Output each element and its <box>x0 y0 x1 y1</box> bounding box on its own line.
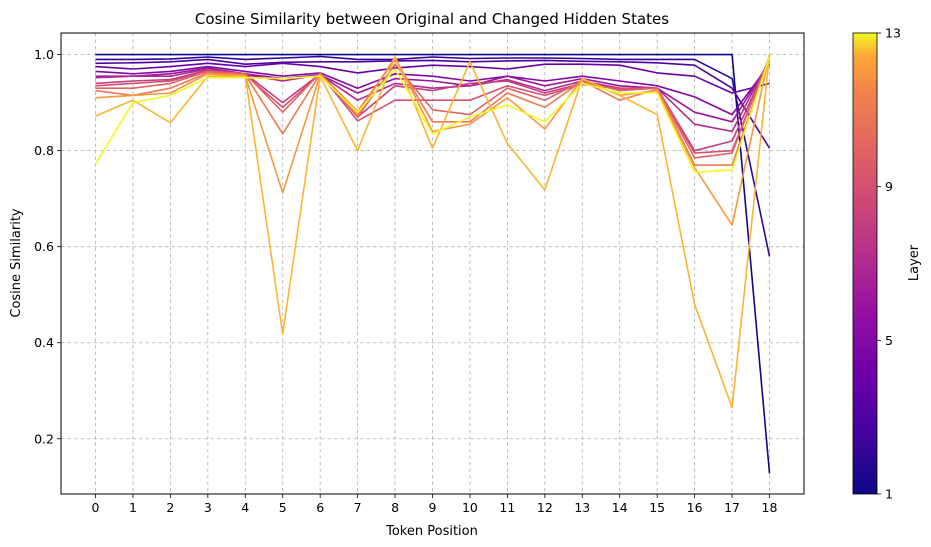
x-tick-label: 11 <box>499 500 515 515</box>
series-line-layer-13 <box>94 56 771 174</box>
x-tick-label: 12 <box>537 500 553 515</box>
colorbar-tick-label: 9 <box>885 179 893 194</box>
series-line-layer-4 <box>95 62 770 94</box>
x-tick-label: 7 <box>354 500 362 515</box>
x-tick-label: 16 <box>687 500 703 515</box>
colorbar-gradient <box>852 32 878 495</box>
colorbar: 1 5 9 13 Layer <box>852 26 922 502</box>
series-line-layer-2 <box>95 55 771 257</box>
x-axis: 0 1 2 3 4 5 6 7 8 9 10 11 12 13 14 15 16 17 18 <box>92 494 778 515</box>
x-tick-label: 2 <box>166 500 174 515</box>
colorbar-tick-label: 1 <box>885 487 893 502</box>
colorbar-tick-label: 5 <box>885 333 893 348</box>
y-tick-label: 0.8 <box>34 143 54 158</box>
series-line-layer-5 <box>95 63 771 116</box>
y-tick-label: 0.2 <box>34 431 54 446</box>
x-tick-label: 18 <box>762 500 778 515</box>
x-tick-label: 5 <box>279 500 287 515</box>
x-tick-label: 1 <box>129 500 137 515</box>
colorbar-label: Layer <box>907 244 922 281</box>
x-tick-label: 10 <box>462 500 478 515</box>
x-tick-label: 17 <box>724 500 740 515</box>
y-tick-label: 0.6 <box>34 239 54 254</box>
x-tick-label: 9 <box>429 500 437 515</box>
x-tick-label: 4 <box>241 500 249 515</box>
y-tick-label: 0.4 <box>34 335 54 350</box>
y-tick-label: 1.0 <box>34 47 54 62</box>
y-axis: 0.2 0.4 0.6 0.8 1.0 <box>34 47 61 446</box>
colorbar-tick-label: 13 <box>885 26 901 41</box>
x-tick-label: 0 <box>92 500 100 515</box>
colorbar-ticks: 1 5 9 13 <box>877 26 901 502</box>
series-line-layer-10 <box>95 56 771 159</box>
series-line-layer-3 <box>95 58 771 149</box>
gridlines <box>61 33 804 494</box>
x-tick-label: 8 <box>391 500 399 515</box>
x-tick-label: 15 <box>649 500 665 515</box>
x-tick-label: 3 <box>204 500 212 515</box>
series-line-layer-1 <box>95 53 771 474</box>
y-axis-label: Cosine Similarity <box>9 208 24 318</box>
x-tick-label: 13 <box>574 500 590 515</box>
x-tick-label: 14 <box>612 500 628 515</box>
series-line-layer-11 <box>95 56 771 166</box>
series-lines <box>94 53 771 474</box>
x-axis-label: Token Position <box>385 524 478 539</box>
series-line-layer-12.5 <box>95 54 771 409</box>
chart-title: Cosine Similarity between Original and C… <box>195 10 669 28</box>
x-tick-label: 6 <box>316 500 324 515</box>
series-line-layer-12 <box>95 54 771 226</box>
